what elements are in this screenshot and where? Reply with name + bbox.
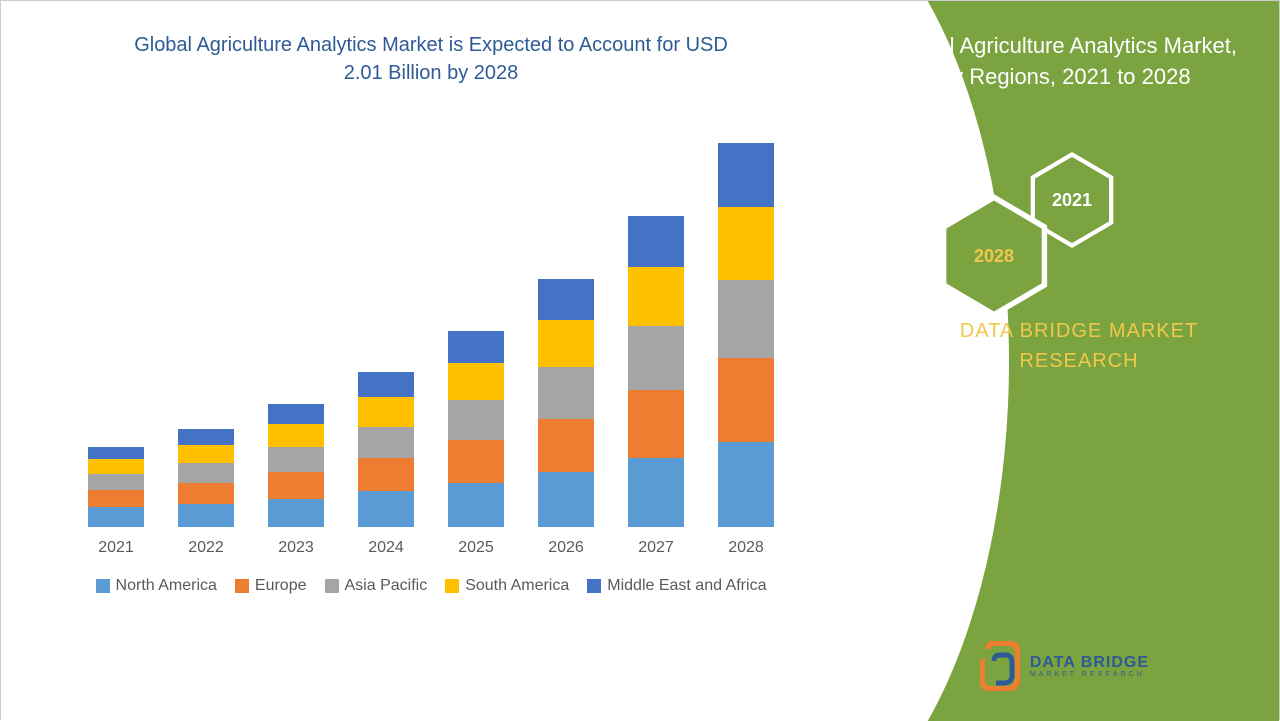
bar-column [628,216,684,527]
bar-segment [178,429,234,445]
legend-swatch [587,579,601,593]
bar-segment [268,472,324,499]
legend-label: Middle East and Africa [607,577,766,595]
bar-segment [178,504,234,527]
hexagon-large: 2028 [939,193,1049,319]
bar-segment [628,267,684,326]
chart-title: Global Agriculture Analytics Market is E… [61,31,801,87]
x-axis-label: 2028 [728,539,764,557]
bar-column [718,143,774,527]
bar-segment [628,326,684,390]
bar-segment [358,427,414,458]
bar-segment [718,280,774,358]
bar-segment [718,207,774,280]
chart-plot-area: 2021 2022 2023 2024 2025 2026 2027 2028 [71,127,791,557]
bar-segment [358,372,414,397]
legend-label: South America [465,577,569,595]
bar-column [268,404,324,527]
logo-subtext: MARKET RESEARCH [1030,671,1149,678]
bar-segment [178,483,234,504]
bar-segment [538,367,594,419]
bar-column [178,429,234,527]
bar-segment [88,507,144,527]
bar-segment [448,483,504,527]
bar-segment [628,216,684,268]
legend-label: Europe [255,577,307,595]
bar-segment [538,419,594,472]
legend-swatch [445,579,459,593]
side-panel-title: Global Agriculture Analytics Market, By … [879,31,1249,93]
x-axis-label: 2027 [638,539,674,557]
x-axis-label: 2022 [188,539,224,557]
bar-segment [448,363,504,400]
legend-swatch [235,579,249,593]
bar-segment [268,447,324,472]
legend-item: Middle East and Africa [587,577,766,595]
bar-segment [268,499,324,527]
bar-column [358,372,414,527]
legend-swatch [325,579,339,593]
x-axis-label: 2025 [458,539,494,557]
bar-segment [538,472,594,527]
legend-swatch [96,579,110,593]
bar-segment [268,404,324,424]
bar-segment [268,424,324,447]
bar-segment [538,320,594,367]
bar-segment [178,445,234,463]
bar-segment [178,463,234,483]
x-axis-label: 2026 [548,539,584,557]
legend-item: South America [445,577,569,595]
hex-large-label: 2028 [974,246,1014,267]
bar-segment [628,390,684,458]
brand-line-2: RESEARCH [1019,350,1138,372]
bar-segment [718,143,774,207]
bar-segment [88,459,144,473]
bar-segment [448,400,504,440]
legend-label: Asia Pacific [345,577,428,595]
legend-item: Asia Pacific [325,577,428,595]
chart-legend: North America Europe Asia Pacific South Ame… [61,577,801,595]
x-axis-label: 2023 [278,539,314,557]
bar-segment [448,331,504,363]
hex-small-label: 2021 [1052,190,1092,211]
brand-text: DATA BRIDGE MARKET RESEARCH [939,316,1219,376]
logo-text: DATA BRIDGE [1030,654,1149,672]
bar-segment [358,458,414,492]
bar-segment [358,397,414,426]
year-hexagons: 2021 2028 [939,151,1139,311]
bar-segment [88,474,144,490]
bar-segment [538,279,594,320]
bar-segment [88,490,144,508]
x-axis-label: 2024 [368,539,404,557]
legend-item: North America [96,577,217,595]
logo-text-block: DATA BRIDGE MARKET RESEARCH [1030,654,1149,679]
bar-segment [448,440,504,483]
bar-column [538,279,594,527]
bar-column [88,447,144,527]
legend-item: Europe [235,577,307,595]
x-axis-label: 2021 [98,539,134,557]
bar-segment [358,491,414,527]
bar-segment [718,442,774,527]
chart-panel: Global Agriculture Analytics Market is E… [1,1,821,721]
bar-column [448,331,504,527]
company-logo: DATA BRIDGE MARKET RESEARCH [980,641,1149,691]
side-panel: Global Agriculture Analytics Market, By … [819,1,1279,721]
bar-segment [718,358,774,442]
brand-line-1: DATA BRIDGE MARKET [960,320,1198,342]
logo-mark-icon [980,641,1020,691]
legend-label: North America [116,577,217,595]
bar-segment [88,447,144,459]
bar-segment [628,458,684,527]
